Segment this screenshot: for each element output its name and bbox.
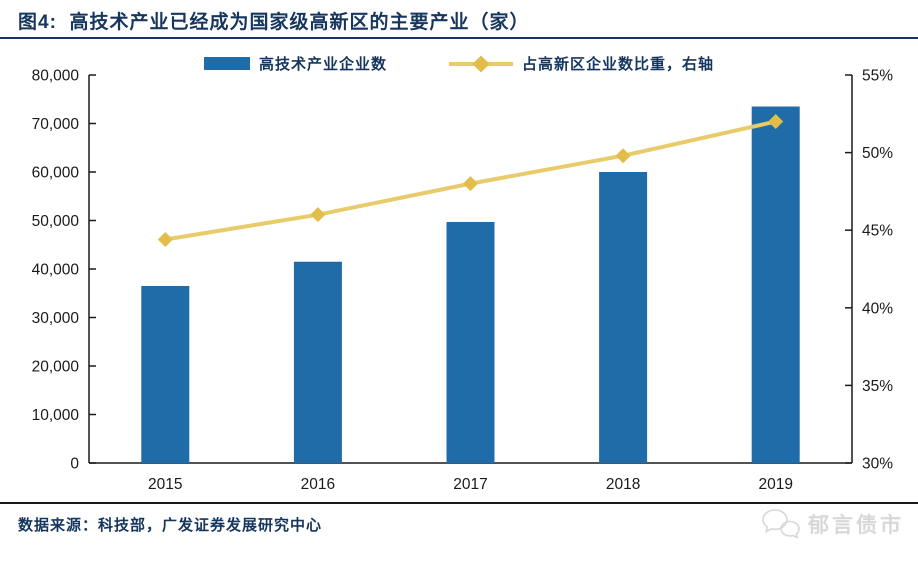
line-point-2015 [157,232,173,248]
x-axis-label: 2017 [453,476,487,493]
right-axis-tick-label: 40% [862,300,893,317]
x-axis-label: 2018 [606,476,640,493]
left-axis-tick-label: 10,000 [32,407,80,424]
right-axis-tick-label: 30% [862,456,893,473]
left-axis-tick-label: 0 [70,456,79,473]
x-axis-label: 2019 [758,476,792,493]
left-axis-tick-label: 50,000 [32,213,80,230]
figure-bottom-divider [0,502,918,504]
legend-line-label: 占高新区企业数比重，右轴 [522,56,715,73]
figure-title: 图4: 高技术产业已经成为国家级高新区的主要产业（家） [18,12,530,33]
bar-2015 [141,285,190,463]
left-axis-tick-label: 80,000 [32,68,80,85]
bar-2019 [751,106,800,464]
left-axis-tick-label: 60,000 [32,165,80,182]
data-source-note: 数据来源：科技部，广发证券发展研究中心 [18,517,323,534]
watermark-text: 郁言债市 [808,514,904,537]
line-point-2017 [463,176,478,192]
right-axis-tick-label: 35% [862,378,893,395]
watermark-logo: 郁言债市 [761,507,904,541]
line-point-2019 [768,114,784,130]
left-axis-tick-label: 20,000 [32,359,80,376]
legend-bar-label: 高技术产业企业数 [258,56,387,73]
legend-bar-swatch [203,57,250,70]
x-axis-label: 2016 [301,476,335,493]
legend-line-swatch [449,55,513,72]
right-axis-tick-label: 50% [862,145,893,162]
left-axis-tick-label: 30,000 [32,310,80,327]
bar-2016 [293,261,342,463]
bar-2017 [446,221,495,463]
chat-bubbles-icon [762,509,800,539]
legend-item-line: 占高新区企业数比重，右轴 [449,53,714,74]
title-divider [0,37,918,39]
right-axis-tick-label: 55% [862,68,893,85]
line-point-2018 [615,148,631,164]
right-axis-tick-label: 45% [862,223,893,240]
bar-2018 [599,172,648,463]
x-axis-label: 2015 [148,476,182,493]
left-axis-tick-label: 70,000 [32,116,80,133]
line-point-2016 [310,207,326,223]
chart-legend: 高技术产业企业数 占高新区企业数比重，右轴 [0,53,918,74]
legend-item-bars: 高技术产业企业数 [203,53,387,74]
left-axis-tick-label: 40,000 [32,262,80,279]
